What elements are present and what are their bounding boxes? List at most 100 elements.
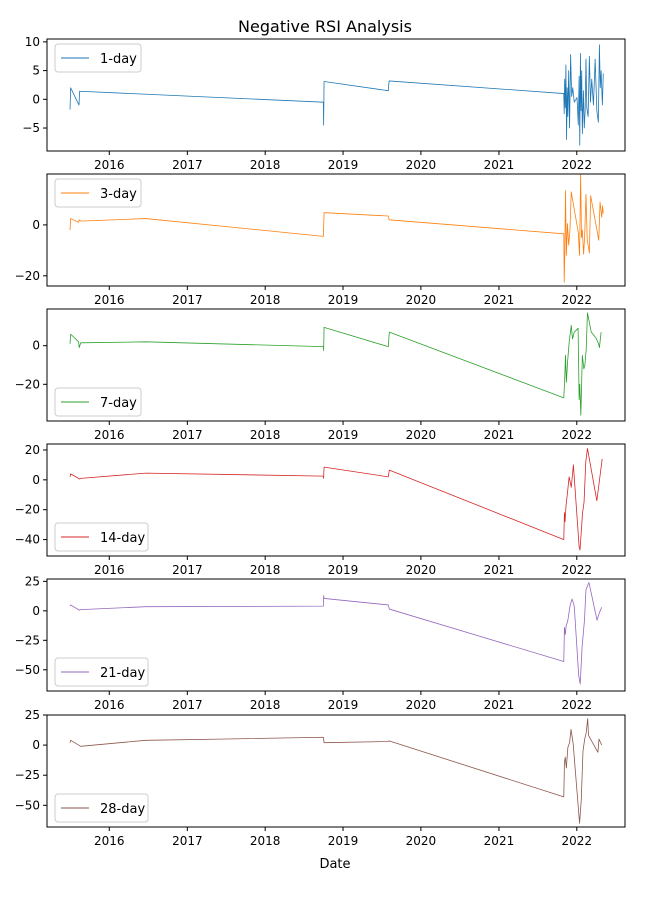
legend-box (54, 387, 142, 417)
legend-box (54, 657, 149, 687)
x-tick-label: 2018 (250, 293, 281, 307)
x-tick-label: 2021 (484, 293, 515, 307)
x-tick-label: 2020 (406, 698, 437, 712)
x-tick-label: 2022 (562, 563, 593, 577)
y-tick-label: −25 (15, 768, 40, 782)
x-tick-label: 2019 (328, 698, 359, 712)
y-tick-label: −20 (15, 269, 40, 283)
legend-label: 28-day (100, 802, 145, 817)
x-tick-label: 2017 (172, 293, 203, 307)
legend: 28-day (54, 793, 149, 823)
legend: 1-day (54, 43, 142, 73)
x-tick-label: 2020 (406, 563, 437, 577)
axes-frame (46, 443, 626, 557)
x-tick-label: 2019 (328, 563, 359, 577)
x-axis-label: Date (319, 857, 350, 872)
x-tick-label: 2019 (328, 158, 359, 172)
legend-label: 3-day (100, 187, 137, 202)
y-tick-label: 10 (25, 35, 40, 49)
x-tick-label: 2021 (484, 698, 515, 712)
x-tick-label: 2016 (94, 428, 125, 442)
x-tick-label: 2019 (328, 428, 359, 442)
y-tick-label: −50 (15, 798, 40, 812)
x-tick-label: 2022 (562, 698, 593, 712)
y-tick-label: 0 (32, 339, 40, 353)
x-tick-label: 2020 (406, 158, 437, 172)
subplot-1-day: 2016 2017 2018 2019 2020 2021 2022 −5 0 5 10 1-day (22, 35, 626, 172)
legend-label: 14-day (100, 531, 145, 546)
x-tick-label: 2017 (172, 563, 203, 577)
y-tick-label: 0 (32, 738, 40, 752)
x-tick-label: 2016 (94, 293, 125, 307)
axes-frame (46, 714, 626, 828)
x-tick-label: 2018 (250, 428, 281, 442)
series-line-3-day (69, 173, 604, 283)
subplot-7-day: 2016 2017 2018 2019 2020 2021 2022 −20 0 7-day (15, 308, 626, 442)
legend: 21-day (54, 657, 149, 687)
subplot-14-day: 2016 2017 2018 2019 2020 2021 2022 −40 −20 0 20 14-… (15, 443, 626, 577)
series-line-7-day (69, 312, 602, 416)
y-tick-label: −20 (15, 503, 40, 517)
x-tick-label: 2017 (172, 428, 203, 442)
x-tick-label: 2016 (94, 563, 125, 577)
y-tick-label: −50 (15, 663, 40, 677)
axes-frame (46, 578, 626, 692)
y-tick-label: −20 (15, 377, 40, 391)
x-tick-label: 2018 (250, 158, 281, 172)
legend-box (54, 43, 142, 73)
y-tick-label: 0 (32, 92, 40, 106)
x-tick-label: 2017 (172, 834, 203, 848)
subplot-28-day: 2016 2017 2018 2019 2020 2021 2022 −50 −25 0 25 28-… (15, 708, 626, 848)
x-tick-label: 2019 (328, 834, 359, 848)
x-tick-label: 2022 (562, 158, 593, 172)
y-tick-label: 0 (32, 473, 40, 487)
y-tick-label: −25 (15, 633, 40, 647)
subplot-stack: 2016 2017 2018 2019 2020 2021 2022−505101-day2… (15, 35, 626, 848)
axes-frame (46, 308, 626, 422)
axes-frame (46, 173, 626, 287)
y-tick-label: 25 (25, 708, 40, 722)
subplot-3-day: 2016 2017 2018 2019 2020 2021 2022 −20 0 3-day (15, 173, 626, 307)
x-tick-label: 2022 (562, 834, 593, 848)
series-line-14-day (69, 448, 603, 551)
x-tick-label: 2016 (94, 158, 125, 172)
x-tick-label: 2017 (172, 698, 203, 712)
x-tick-label: 2021 (484, 834, 515, 848)
y-tick-label: 0 (32, 218, 40, 232)
legend: 14-day (54, 522, 149, 552)
series-line-21-day (69, 582, 603, 685)
x-tick-label: 2016 (94, 834, 125, 848)
y-tick-label: −5 (22, 121, 40, 135)
x-tick-label: 2018 (250, 834, 281, 848)
x-tick-label: 2017 (172, 158, 203, 172)
x-tick-label: 2019 (328, 293, 359, 307)
x-tick-label: 2020 (406, 428, 437, 442)
x-tick-label: 2021 (484, 158, 515, 172)
y-tick-label: 0 (32, 604, 40, 618)
chart-title: Negative RSI Analysis (238, 17, 412, 36)
x-tick-label: 2022 (562, 428, 593, 442)
legend-label: 1-day (100, 52, 137, 67)
legend-label: 21-day (100, 666, 145, 681)
y-tick-label: 5 (32, 64, 40, 78)
x-tick-label: 2020 (406, 293, 437, 307)
legend: 3-day (54, 178, 142, 208)
legend-box (54, 522, 149, 552)
x-tick-label: 2020 (406, 834, 437, 848)
x-tick-label: 2016 (94, 698, 125, 712)
x-tick-label: 2022 (562, 293, 593, 307)
series-line-28-day (69, 718, 603, 824)
legend-label: 7-day (100, 396, 137, 411)
axes-frame (46, 38, 626, 152)
x-tick-label: 2018 (250, 563, 281, 577)
x-tick-label: 2021 (484, 563, 515, 577)
legend: 7-day (54, 387, 142, 417)
y-tick-label: 20 (25, 443, 40, 457)
y-tick-label: 25 (25, 574, 40, 588)
series-line-1-day (69, 44, 604, 146)
legend-box (54, 178, 142, 208)
y-tick-label: −40 (15, 533, 40, 547)
subplot-21-day: 2016 2017 2018 2019 2020 2021 2022 −50 −25 0 25 21-… (15, 574, 626, 712)
